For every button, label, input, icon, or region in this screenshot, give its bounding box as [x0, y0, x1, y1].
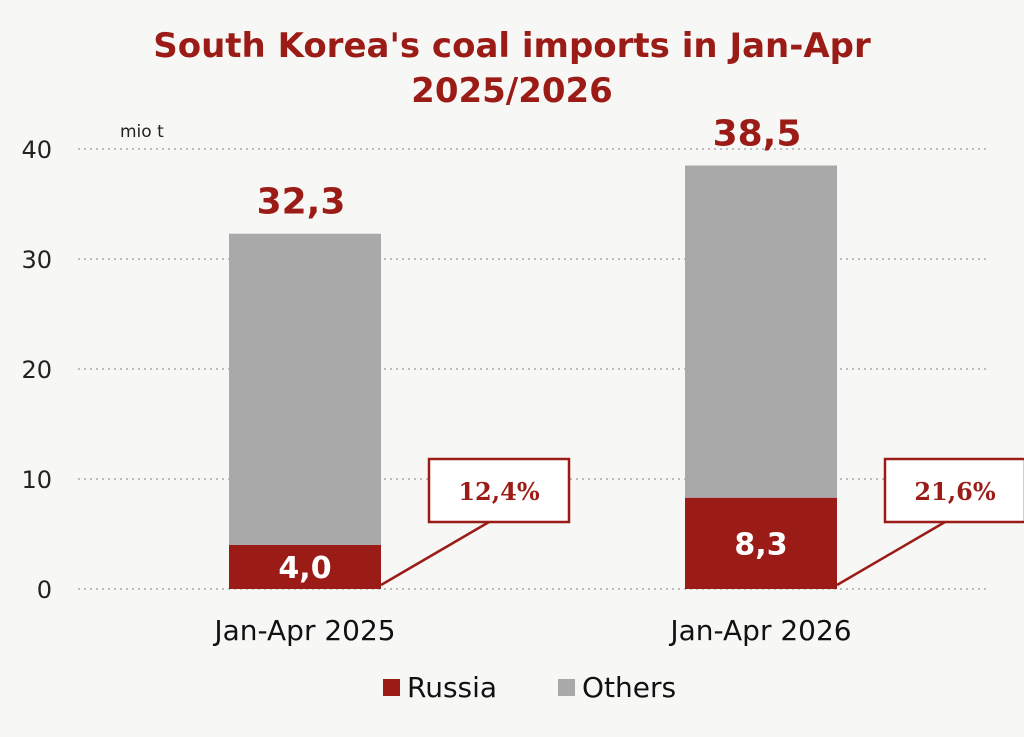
share-leader-line-2 [836, 520, 946, 587]
legend-label-russia: Russia [407, 671, 497, 704]
bar-russia-1 [229, 545, 381, 589]
bars [229, 165, 837, 589]
legend-swatch-others [558, 679, 575, 696]
share-leader-line-1 [380, 520, 490, 587]
legend: Russia Others [383, 671, 676, 704]
gridlines: 0 10 20 30 40 [21, 136, 990, 604]
y-tick-label-40: 40 [21, 136, 52, 164]
y-tick-label-20: 20 [21, 356, 52, 384]
chart-title-line-1: South Korea's coal imports in Jan-Apr [153, 26, 871, 66]
chart-title: South Korea's coal imports in Jan-Apr 20… [153, 26, 871, 111]
x-category-label-1: Jan-Apr 2025 [212, 614, 395, 647]
y-tick-label-10: 10 [21, 466, 52, 494]
total-value-label-1: 32,3 [257, 182, 346, 223]
russia-value-label-2: 8,3 [734, 527, 787, 562]
y-tick-label-0: 0 [37, 576, 52, 604]
russia-value-label-1: 4,0 [278, 551, 331, 586]
bar-others-2 [685, 165, 837, 498]
share-callout-box-1 [427, 457, 571, 524]
data-labels: 4,0 32,3 Jan-Apr 2025 12,4% 8,3 38,5 Jan-Apr 2… [212, 114, 1024, 647]
legend-label-others: Others [582, 671, 676, 704]
share-callout-box-2 [883, 457, 1024, 524]
legend-swatch-russia [383, 679, 400, 696]
x-category-label-2: Jan-Apr 2026 [668, 614, 851, 647]
y-tick-label-30: 30 [21, 246, 52, 274]
russia-share-label-2: 21,6% [914, 477, 995, 506]
russia-share-label-1: 12,4% [458, 477, 539, 506]
total-value-label-2: 38,5 [713, 114, 802, 155]
bar-others-1 [229, 233, 381, 545]
bar-russia-2 [685, 497, 837, 589]
chart-title-line-2: 2025/2026 [411, 71, 613, 111]
y-axis-unit-label: mio t [120, 122, 164, 142]
